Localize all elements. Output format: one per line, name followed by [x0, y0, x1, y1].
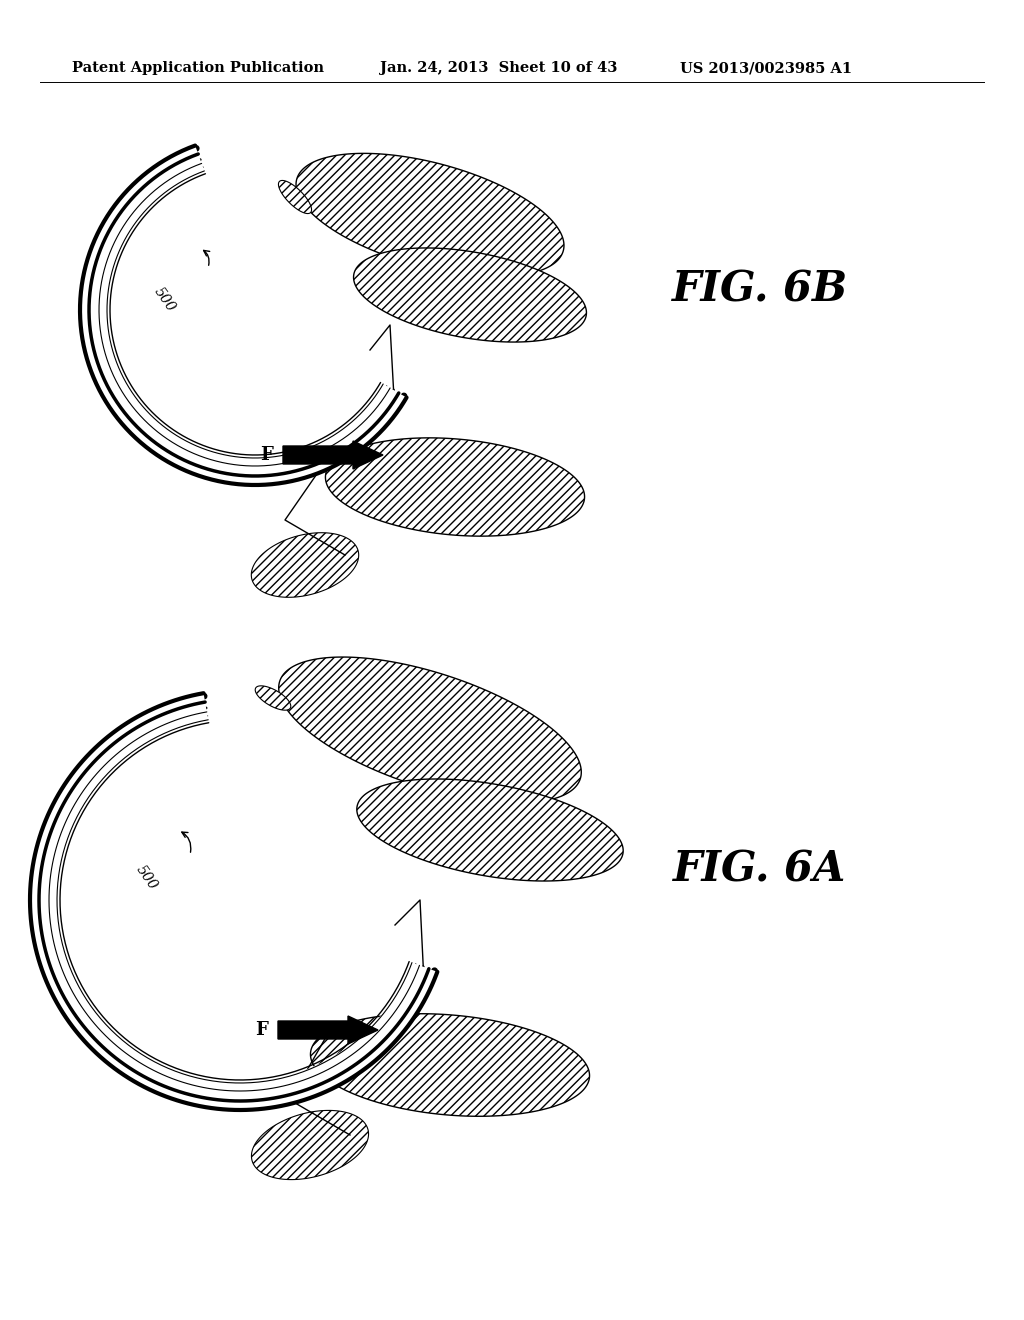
Text: Jan. 24, 2013  Sheet 10 of 43: Jan. 24, 2013 Sheet 10 of 43	[380, 61, 617, 75]
Polygon shape	[326, 438, 585, 536]
Text: FIG. 6A: FIG. 6A	[674, 849, 847, 891]
Polygon shape	[296, 153, 564, 277]
Text: 500: 500	[152, 285, 178, 315]
Text: F: F	[260, 446, 273, 465]
Text: F: F	[255, 1020, 268, 1039]
Polygon shape	[310, 1014, 590, 1117]
Polygon shape	[31, 694, 436, 1109]
Polygon shape	[252, 1110, 369, 1180]
Text: US 2013/0023985 A1: US 2013/0023985 A1	[680, 61, 852, 75]
FancyArrow shape	[283, 441, 383, 469]
Polygon shape	[251, 533, 358, 597]
Polygon shape	[279, 181, 311, 214]
Text: 500: 500	[133, 863, 160, 892]
Polygon shape	[353, 248, 587, 342]
Polygon shape	[279, 657, 582, 803]
Text: Patent Application Publication: Patent Application Publication	[72, 61, 324, 75]
Polygon shape	[255, 686, 291, 710]
Polygon shape	[356, 779, 624, 880]
Polygon shape	[81, 147, 406, 484]
Text: FIG. 6B: FIG. 6B	[672, 269, 848, 312]
FancyArrow shape	[278, 1016, 378, 1044]
